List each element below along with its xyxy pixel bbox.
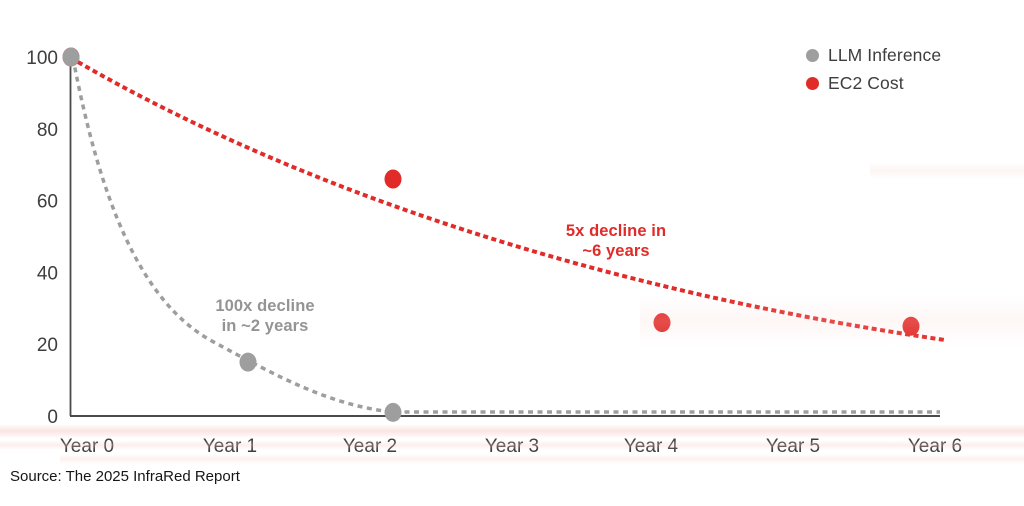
y-tick-label: 20 [37, 335, 58, 356]
data-point-llm [62, 47, 80, 67]
chart-legend: LLM Inference EC2 Cost [806, 45, 941, 94]
ec2-annotation-line1: 5x decline in [565, 222, 667, 240]
data-point-ec2 [653, 313, 671, 333]
x-axis-label: Year 4 [624, 436, 679, 457]
y-axis-ticks-group: 100 80 60 40 20 0 [26, 48, 58, 428]
y-tick-label: 100 [26, 48, 58, 69]
ec2-legend-dot-icon [806, 77, 819, 90]
legend-label-llm-inference: LLM Inference [828, 45, 942, 65]
x-axis-label: Year 3 [485, 436, 539, 457]
llm-annotation-line2: in ~2 years [221, 317, 309, 335]
data-point-ec2 [384, 169, 402, 189]
x-axis-label: Year 1 [203, 436, 257, 457]
source-attribution: Source: The 2025 InfraRed Report [10, 468, 240, 485]
legend-label-ec2-cost: EC2 Cost [828, 73, 904, 93]
legend-item-ec2-cost: EC2 Cost [806, 73, 941, 94]
x-axis-label: Year 2 [343, 436, 397, 457]
ec2-decline-annotation: 5x decline in ~6 years [553, 221, 679, 261]
data-point-llm [239, 352, 257, 372]
x-axis-label: Year 6 [908, 436, 962, 457]
llm-decline-annotation: 100x decline in ~2 years [199, 296, 331, 336]
x-axis-labels-group: Year 0 Year 1 Year 2 Year 3 Year 4 Year 5 Year… [60, 436, 962, 457]
llm-legend-dot-icon [806, 49, 819, 62]
y-tick-label: 0 [47, 407, 58, 428]
trendlines-group [71, 57, 946, 414]
llm-annotation-line1: 100x decline [215, 297, 315, 315]
data-point-ec2 [902, 316, 920, 336]
y-tick-label: 40 [37, 263, 58, 284]
ec2-trendline [77, 60, 946, 342]
x-axis-label: Year 5 [766, 436, 820, 457]
y-tick-label: 80 [37, 120, 58, 141]
x-axis-label: Year 0 [60, 436, 114, 457]
ec2-annotation-line2: ~6 years [582, 242, 650, 260]
data-point-llm [384, 402, 402, 422]
data-points-group [62, 47, 920, 422]
y-tick-label: 60 [37, 192, 58, 213]
legend-item-llm-inference: LLM Inference [806, 45, 941, 66]
llm-trendline [71, 57, 940, 414]
